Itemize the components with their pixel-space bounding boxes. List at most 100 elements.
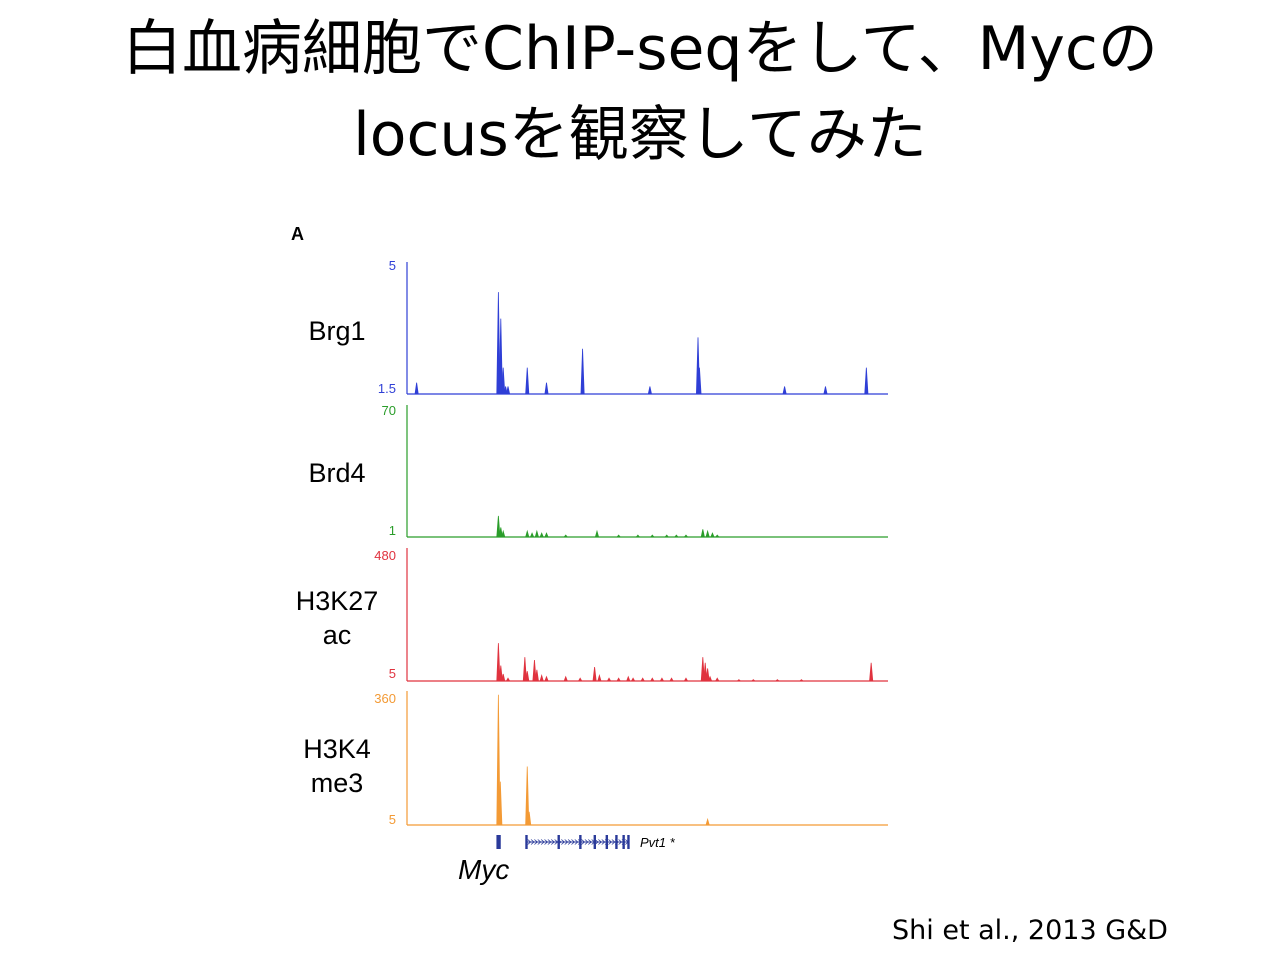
h3k27ac-peak-4 (522, 657, 527, 682)
track-label-h3k4me3-text: H3K4 me3 (303, 734, 371, 798)
brd4-peak-8 (563, 534, 569, 538)
h3k27ac-peak-5 (525, 671, 530, 682)
h3k27ac-peak-29 (750, 679, 756, 682)
brd4-peak-12 (649, 534, 655, 538)
h3k27ac-peak-20 (659, 677, 665, 682)
brd4-peak-11 (635, 534, 641, 538)
panel-label: A (291, 224, 304, 244)
h3k27ac-peak-24 (703, 662, 708, 682)
brd4-peak-7 (544, 532, 549, 538)
gene-pvt1-strand-arrow (604, 839, 609, 845)
h3k27ac-peak-3 (505, 677, 511, 682)
brg1-peak-7 (544, 382, 549, 395)
brg1-ymax-tick: 5 (388, 258, 396, 273)
h3k27ac-peak-17 (630, 677, 636, 682)
h3k27ac-peak-26 (707, 675, 713, 682)
gene-pvt1-exon-6 (622, 835, 625, 849)
brg1-peak-8 (580, 348, 585, 395)
h3k4me3-peak-4 (705, 817, 710, 826)
gene-label-pvt1: Pvt1 * (640, 835, 675, 850)
slide-title: 白血病細胞でChIP-seqをして、Mycの locusを観察してみた (0, 6, 1280, 178)
h3k27ac-peak-25 (705, 668, 710, 682)
brg1-ymin-tick: 1.5 (377, 381, 396, 396)
h3k27ac-peak-19 (650, 677, 655, 682)
gene-pvt1-strand-arrow (584, 839, 589, 845)
slide-title-line-2: locusを観察してみた (353, 100, 927, 170)
gene-pvt1-strand-arrow (537, 839, 542, 845)
h3k27ac-peak-6 (532, 659, 537, 682)
brd4-peak-13 (664, 534, 670, 538)
h3k27ac-peak-15 (616, 677, 621, 682)
brd4-peak-15 (683, 534, 689, 538)
gene-pvt1-strand-arrow (530, 839, 535, 845)
gene-pvt1-strand-arrow (588, 839, 592, 845)
brd4-peak-4 (529, 532, 535, 538)
brd4-peak-16 (700, 529, 705, 538)
brg1-peak-3 (501, 367, 506, 395)
brd4-peak-2 (501, 529, 506, 538)
h3k4me3-peak-1 (498, 781, 503, 826)
h3k27ac-peak-2 (501, 673, 506, 682)
h3k27ac-peak-32 (869, 662, 874, 682)
brg1-peak-6 (525, 367, 530, 395)
gene-pvt1-strand-arrow (540, 839, 545, 845)
brd4-peak-19 (714, 534, 720, 538)
gene-pvt1-strand-arrow (564, 839, 569, 845)
brg1-peak-14 (864, 367, 869, 395)
gene-pvt1-strand-arrow (550, 839, 555, 845)
h3k27ac-peak-10 (563, 675, 568, 682)
h3k27ac-peak-16 (626, 675, 631, 682)
brg1-peak-0 (414, 382, 419, 395)
h3k27ac-peak-23 (700, 657, 705, 682)
gene-pvt1-strand-arrow (574, 839, 579, 845)
h3k27ac-peak-22 (683, 677, 689, 682)
gene-pvt1-strand-arrow (594, 839, 599, 845)
gene-pvt1-strand-arrow (527, 839, 532, 845)
gene-pvt1-strand-arrow (625, 839, 629, 845)
h3k27ac-peak-12 (592, 666, 597, 682)
citation: Shi et al., 2013 G&D (892, 915, 1168, 946)
brd4-peak-5 (534, 529, 539, 538)
gene-pvt1-strand-arrow (598, 839, 603, 845)
brg1-peak-13 (823, 386, 828, 395)
brd4-peak-3 (525, 529, 530, 538)
h3k27ac-peak-0 (496, 643, 501, 682)
gene-pvt1-strand-arrow (618, 839, 623, 845)
h3k27ac-peak-8 (539, 673, 544, 682)
slide-title-line-1: 白血病細胞でChIP-seqをして、Mycの (122, 14, 1158, 84)
brg1-peak-5 (505, 386, 511, 395)
brg1-peak-12 (782, 386, 787, 395)
gene-pvt1-strand-arrow (571, 839, 576, 845)
h3k27ac-peak-31 (798, 679, 805, 682)
gene-pvt1-strand-arrow (561, 839, 565, 845)
gene-pvt1-strand-arrow (544, 839, 549, 845)
gene-pvt1-strand-arrow (577, 839, 582, 845)
h3k27ac-peak-27 (714, 677, 720, 682)
gene-pvt1-exon-4 (605, 835, 609, 849)
gene-pvt1-strand-arrow (557, 839, 562, 845)
brg1-peak-11 (697, 367, 702, 395)
brd4-ymin-tick: 1 (388, 523, 396, 538)
h3k27ac-ymax-tick: 480 (374, 548, 396, 563)
h3k27ac-peak-9 (544, 675, 549, 682)
gene-pvt1-strand-arrow (601, 839, 606, 845)
brd4-ymax-tick: 70 (381, 403, 396, 418)
brg1-peak-2 (498, 318, 503, 395)
h3k27ac-peak-30 (774, 679, 781, 682)
h3k27ac-peak-13 (597, 673, 602, 682)
h3k4me3-ymin-tick: 5 (388, 812, 396, 827)
gene-pvt1-exon-2 (579, 835, 582, 849)
gene-pvt1-strand-arrow (581, 839, 586, 845)
track-label-brd4: Brd4 (308, 458, 366, 488)
gene-pvt1-strand-arrow (554, 839, 559, 845)
gene-pvt1-strand-arrow (591, 839, 596, 845)
brd4-peak-1 (498, 527, 503, 538)
gene-pvt1-strand-arrow (567, 839, 572, 845)
brd4-peak-18 (710, 532, 715, 538)
h3k27ac-peak-1 (498, 665, 503, 682)
brd4-peak-14 (673, 534, 679, 538)
gene-myc-exon-2 (498, 835, 501, 849)
h3k27ac-peak-14 (606, 677, 612, 682)
brd4-peak-0 (496, 515, 501, 538)
